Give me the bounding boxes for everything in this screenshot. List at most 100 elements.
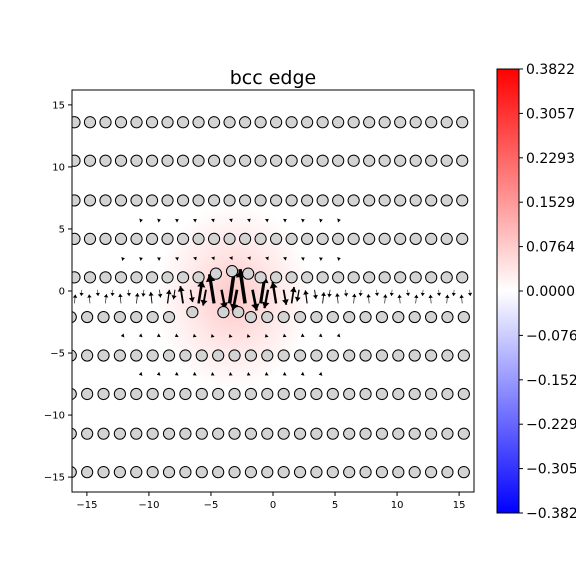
displacement-arrow (383, 294, 388, 304)
atom-marker (326, 427, 339, 440)
displacement-arrow (205, 273, 216, 304)
atom-marker (223, 232, 236, 245)
x-tick-label: 15 (453, 500, 466, 511)
displacement-arrow (118, 293, 123, 304)
atom-marker (326, 310, 339, 324)
atom-marker (223, 154, 236, 167)
atom-marker (394, 194, 407, 207)
displacement-arrow (294, 289, 301, 302)
atom-marker (277, 466, 290, 479)
atom-marker (254, 116, 267, 129)
atom-marker (72, 311, 77, 324)
atom-marker (408, 310, 421, 324)
displacement-arrow (165, 289, 172, 304)
atom-marker (285, 116, 298, 129)
displacement-arrow (247, 218, 251, 223)
atom-marker (72, 116, 81, 129)
atom-marker (113, 427, 126, 440)
atom-marker (440, 232, 453, 245)
displacement-arrow (72, 294, 78, 304)
atom-marker (270, 154, 283, 167)
atom-marker (238, 194, 252, 207)
displacement-arrow (352, 293, 357, 304)
displacement-arrow (211, 256, 215, 261)
atom-marker (316, 116, 329, 129)
atom-marker (343, 427, 356, 440)
atom-marker (244, 349, 258, 362)
atom-marker (162, 427, 176, 440)
atom-marker (392, 427, 405, 440)
atom-marker (83, 271, 97, 284)
atom-marker (99, 232, 112, 245)
atom-marker (375, 466, 389, 479)
colorbar-tick-label: −0.3822 (526, 506, 576, 522)
displacement-arrow (87, 294, 92, 304)
displacement-arrow (139, 218, 143, 223)
displacement-arrow (220, 289, 228, 309)
atom-marker (176, 271, 190, 284)
atom-marker (176, 116, 190, 129)
displacement-arrow (428, 294, 433, 304)
atom-marker (378, 154, 391, 167)
atom-marker (146, 349, 159, 362)
displacement-arrow (303, 290, 309, 304)
atom-marker (81, 349, 94, 362)
atom-marker (217, 305, 230, 319)
atom-marker (130, 310, 143, 324)
atom-marker (375, 310, 389, 324)
atom-marker (72, 427, 77, 440)
atom-marker (83, 116, 97, 129)
displacement-arrow (300, 371, 305, 376)
atom-marker (394, 116, 407, 129)
atom-marker (343, 387, 356, 401)
atom-marker (81, 310, 94, 324)
atom-marker (232, 305, 245, 319)
atom-marker (130, 232, 143, 245)
atom-marker (293, 387, 307, 401)
atom-marker (409, 232, 422, 245)
atom-marker (343, 310, 356, 324)
atom-marker (270, 116, 283, 129)
atom-marker (409, 154, 422, 167)
atom-marker (456, 154, 469, 167)
atom-marker (161, 271, 174, 284)
atom-marker (254, 194, 267, 207)
atom-marker (225, 265, 239, 278)
atom-marker (378, 116, 391, 129)
atom-marker (145, 194, 159, 207)
displacement-arrow (251, 289, 260, 311)
displacement-arrow (193, 218, 197, 223)
colorbar-gradient (496, 68, 520, 514)
atom-marker (301, 194, 314, 207)
atom-marker (310, 466, 323, 479)
atom-marker (238, 232, 252, 245)
atom-marker (332, 232, 345, 245)
atom-marker (301, 232, 314, 245)
atom-marker (212, 349, 225, 362)
atom-marker (425, 232, 438, 245)
displacement-arrow (265, 256, 269, 261)
atom-marker (408, 387, 421, 401)
atom-marker (83, 154, 97, 167)
displacement-arrow (301, 218, 305, 223)
atom-marker (223, 116, 236, 129)
displacement-arrow (282, 371, 287, 376)
atom-marker (363, 271, 376, 284)
displacement-arrow (261, 289, 270, 309)
atom-marker (242, 267, 255, 280)
atom-marker (441, 466, 454, 479)
atom-marker (161, 116, 174, 129)
displacement-arrows (72, 218, 473, 376)
atom-marker (130, 194, 143, 207)
atom-marker (316, 271, 329, 284)
atom-marker (343, 349, 356, 362)
displacement-arrow (188, 289, 195, 303)
atom-marker (130, 271, 143, 284)
atom-marker (363, 194, 376, 207)
atom-marker (424, 387, 438, 401)
colorbar-tick-label: −0.1529 (526, 373, 576, 389)
displacement-arrow (246, 371, 251, 376)
atom-marker (114, 116, 128, 129)
displacement-arrow (139, 257, 143, 262)
